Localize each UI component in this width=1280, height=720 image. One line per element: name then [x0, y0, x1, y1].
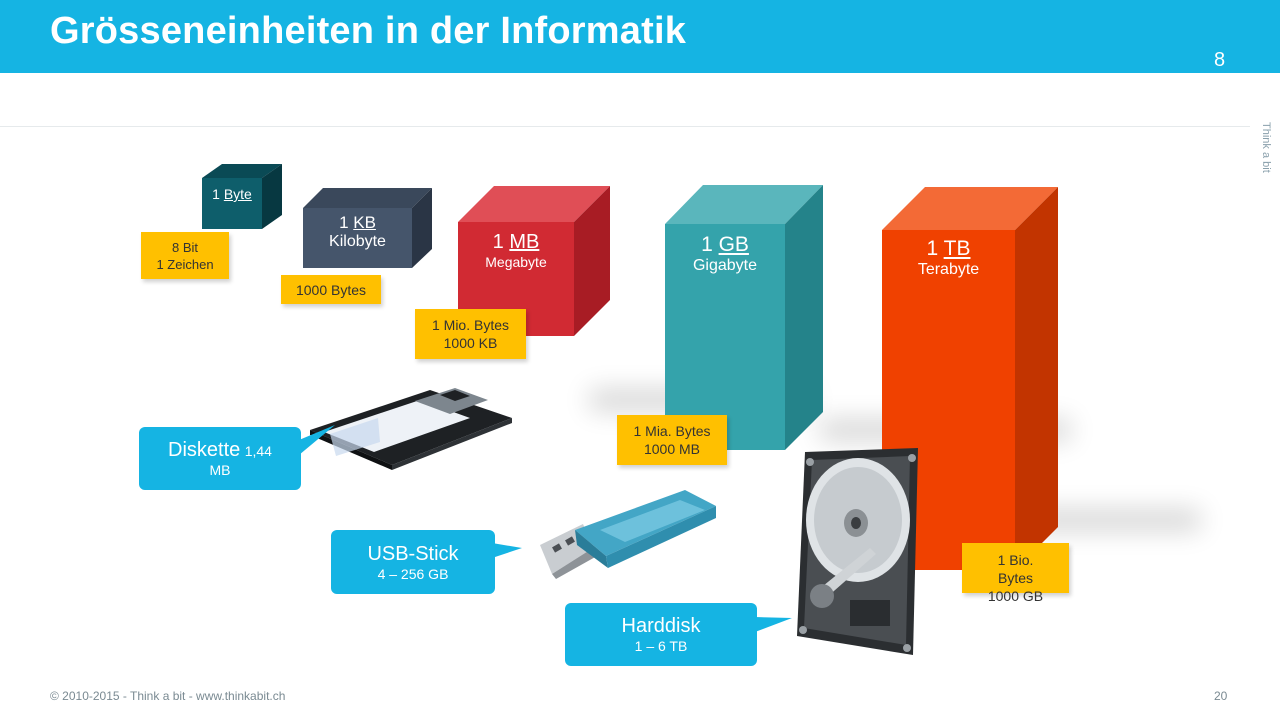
footer-copyright: © 2010-2015 - Think a bit - www.thinkabi… — [50, 689, 286, 703]
kb-cube — [303, 188, 432, 268]
gb-note: 1 Mia. Bytes 1000 MB — [617, 415, 727, 465]
harddisk-callout: Harddisk 1 – 6 TB — [565, 603, 757, 666]
usb-stick-callout: USB-Stick 4 – 256 GB — [331, 530, 495, 594]
floppy-disk-icon — [310, 388, 512, 470]
gb-cube — [665, 185, 823, 450]
title-bar: Grösseneinheiten in der Informatik 8 — [0, 0, 1280, 73]
tb-label: 1 TB Terabyte — [917, 237, 980, 278]
kb-note: 1000 Bytes — [281, 275, 381, 304]
usb-stick-icon — [540, 490, 716, 579]
diskette-callout: Diskette 1,44 MB — [139, 427, 301, 490]
byte-cube — [202, 164, 282, 229]
tb-note: 1 Bio. Bytes 1000 GB — [962, 543, 1069, 604]
mb-label: 1 MB Megabyte — [485, 231, 547, 270]
byte-note: 8 Bit 1 Zeichen — [141, 232, 229, 279]
harddisk-icon — [797, 448, 918, 655]
mb-note: 1 Mio. Bytes 1000 KB — [415, 309, 526, 359]
side-brand: Think a bit — [1260, 122, 1272, 173]
byte-label: 1 Byte — [212, 186, 252, 202]
gb-label: 1 GB Gigabyte — [692, 233, 758, 274]
kb-label: 1 KB Kilobyte — [329, 213, 386, 250]
footer-page-number: 20 — [1214, 689, 1228, 703]
slide-number: 8 — [1214, 49, 1226, 71]
slide-title: Grösseneinheiten in der Informatik — [50, 10, 687, 52]
header-divider — [0, 126, 1250, 127]
